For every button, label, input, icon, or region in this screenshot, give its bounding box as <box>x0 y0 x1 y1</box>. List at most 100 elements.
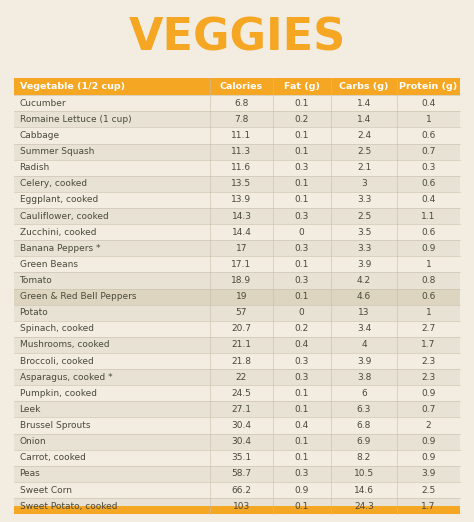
Text: 0.9: 0.9 <box>421 437 436 446</box>
Text: Cauliflower, cooked: Cauliflower, cooked <box>19 211 109 221</box>
Text: 0.9: 0.9 <box>421 244 436 253</box>
Text: Asparagus, cooked *: Asparagus, cooked * <box>19 373 112 382</box>
Text: 1.7: 1.7 <box>421 340 436 350</box>
Text: 14.4: 14.4 <box>231 228 251 236</box>
Text: 0.3: 0.3 <box>421 163 436 172</box>
Text: 24.5: 24.5 <box>231 389 251 398</box>
Text: 0.3: 0.3 <box>294 469 309 478</box>
Text: 11.6: 11.6 <box>231 163 252 172</box>
Text: 0.1: 0.1 <box>294 389 309 398</box>
Text: Romaine Lettuce (1 cup): Romaine Lettuce (1 cup) <box>19 115 131 124</box>
Bar <box>14 385 460 401</box>
Text: 0.1: 0.1 <box>294 437 309 446</box>
Text: Green Beans: Green Beans <box>19 260 78 269</box>
Bar <box>14 369 460 385</box>
Text: 2.7: 2.7 <box>421 324 436 334</box>
Bar <box>14 289 460 305</box>
Text: Eggplant, cooked: Eggplant, cooked <box>19 195 98 205</box>
Text: 3.9: 3.9 <box>357 357 371 365</box>
Text: Summer Squash: Summer Squash <box>19 147 94 156</box>
Bar <box>14 305 460 321</box>
Text: Carrot, cooked: Carrot, cooked <box>19 453 85 462</box>
Bar <box>14 498 460 514</box>
Bar <box>14 466 460 482</box>
Bar <box>14 208 460 224</box>
Bar <box>14 78 460 95</box>
Text: 0.7: 0.7 <box>421 147 436 156</box>
Text: 0: 0 <box>299 309 304 317</box>
Text: 2.5: 2.5 <box>357 147 371 156</box>
Text: 0.1: 0.1 <box>294 405 309 414</box>
Text: 0.1: 0.1 <box>294 147 309 156</box>
Text: Broccoli, cooked: Broccoli, cooked <box>19 357 93 365</box>
Text: 2: 2 <box>426 421 431 430</box>
Text: 0.1: 0.1 <box>294 453 309 462</box>
Bar <box>14 127 460 144</box>
Text: 30.4: 30.4 <box>231 437 251 446</box>
Text: 0.9: 0.9 <box>294 485 309 494</box>
Bar <box>14 272 460 289</box>
Bar <box>14 434 460 450</box>
Text: 0.6: 0.6 <box>421 131 436 140</box>
Text: 0.1: 0.1 <box>294 260 309 269</box>
Bar <box>14 321 460 337</box>
Text: 0: 0 <box>299 228 304 236</box>
Text: Sweet Potato, cooked: Sweet Potato, cooked <box>19 502 117 511</box>
Text: Carbs (g): Carbs (g) <box>339 82 389 91</box>
Text: 6.8: 6.8 <box>357 421 371 430</box>
Bar <box>14 176 460 192</box>
Text: 57: 57 <box>236 309 247 317</box>
Text: 17.1: 17.1 <box>231 260 252 269</box>
Bar <box>14 450 460 466</box>
Text: 3.3: 3.3 <box>357 244 371 253</box>
Text: Green & Red Bell Peppers: Green & Red Bell Peppers <box>19 292 136 301</box>
Text: 13.9: 13.9 <box>231 195 252 205</box>
Text: 2.5: 2.5 <box>357 211 371 221</box>
Text: 0.9: 0.9 <box>421 453 436 462</box>
Text: 21.1: 21.1 <box>231 340 251 350</box>
Text: 1.4: 1.4 <box>357 115 371 124</box>
Text: 4: 4 <box>361 340 367 350</box>
Text: 24.3: 24.3 <box>354 502 374 511</box>
Text: 30.4: 30.4 <box>231 421 251 430</box>
Text: Sweet Corn: Sweet Corn <box>19 485 72 494</box>
Text: 0.3: 0.3 <box>294 373 309 382</box>
Text: 0.3: 0.3 <box>294 357 309 365</box>
Text: 2.1: 2.1 <box>357 163 371 172</box>
Bar <box>14 482 460 498</box>
Bar <box>14 192 460 208</box>
Text: Leek: Leek <box>19 405 41 414</box>
Text: 20.7: 20.7 <box>231 324 251 334</box>
Text: Peas: Peas <box>19 469 40 478</box>
Text: Brussel Sprouts: Brussel Sprouts <box>19 421 90 430</box>
Text: 0.1: 0.1 <box>294 195 309 205</box>
Text: 6.8: 6.8 <box>234 99 249 108</box>
Text: Protein (g): Protein (g) <box>400 82 458 91</box>
Bar <box>14 144 460 160</box>
Text: 0.3: 0.3 <box>294 163 309 172</box>
Text: 2.3: 2.3 <box>421 357 436 365</box>
Text: Mushrooms, cooked: Mushrooms, cooked <box>19 340 109 350</box>
Text: Onion: Onion <box>19 437 46 446</box>
Text: Cabbage: Cabbage <box>19 131 60 140</box>
Text: 18.9: 18.9 <box>231 276 252 285</box>
Text: 58.7: 58.7 <box>231 469 252 478</box>
Text: VEGGIES: VEGGIES <box>128 17 346 60</box>
Bar <box>14 256 460 272</box>
Text: Celery, cooked: Celery, cooked <box>19 180 87 188</box>
Text: 2.5: 2.5 <box>421 485 436 494</box>
Text: 10.5: 10.5 <box>354 469 374 478</box>
Text: 3.5: 3.5 <box>357 228 371 236</box>
Text: 0.4: 0.4 <box>294 421 309 430</box>
Text: Banana Peppers *: Banana Peppers * <box>19 244 100 253</box>
Text: 13.5: 13.5 <box>231 180 252 188</box>
Text: 1.7: 1.7 <box>421 502 436 511</box>
Text: 14.6: 14.6 <box>354 485 374 494</box>
Text: 6: 6 <box>361 389 367 398</box>
Text: 103: 103 <box>233 502 250 511</box>
Text: 3.8: 3.8 <box>357 373 371 382</box>
Text: 1.4: 1.4 <box>357 99 371 108</box>
Text: 0.2: 0.2 <box>294 324 309 334</box>
Text: 0.4: 0.4 <box>421 99 436 108</box>
Text: 19: 19 <box>236 292 247 301</box>
